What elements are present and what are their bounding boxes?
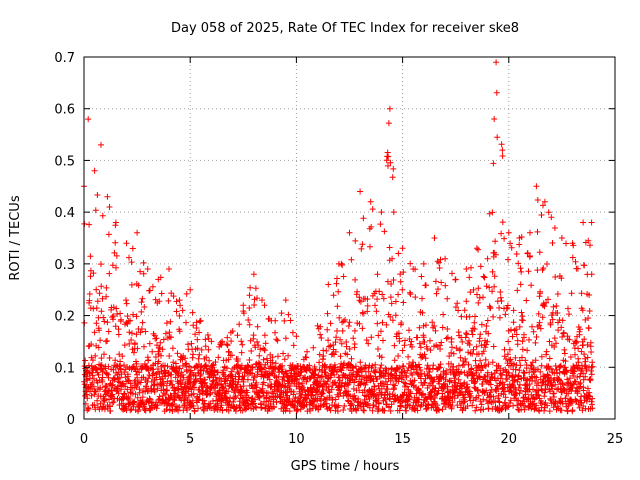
y-axis-ticks: 0 0.1 0.2 0.3 0.4 0.5 0.6 0.7 [54,51,615,428]
y-tick-label: 0.4 [54,206,75,221]
y-tick-label: 0.7 [54,51,75,66]
x-tick-label: 25 [607,432,624,447]
x-tick-label: 5 [186,432,194,447]
y-tick-label: 0.1 [54,361,75,376]
data-points [81,59,596,415]
x-tick-label: 0 [80,432,88,447]
grid-lines [84,57,615,419]
y-axis-label: ROTI / TECUs [8,195,23,280]
x-tick-label: 20 [501,432,518,447]
y-tick-label: 0.2 [54,310,75,325]
x-axis-label: GPS time / hours [291,459,400,474]
chart-title: Day 058 of 2025, Rate Of TEC Index for r… [171,21,519,36]
y-tick-label: 0.6 [54,103,75,118]
y-tick-label: 0.3 [54,258,75,273]
x-tick-label: 15 [394,432,411,447]
y-tick-label: 0.5 [54,154,75,169]
x-tick-label: 10 [288,432,305,447]
plot-frame [83,56,616,420]
x-axis-ticks: 0 5 10 15 20 25 [80,57,623,447]
y-tick-label: 0 [67,413,75,428]
roti-point-markers [81,59,596,415]
